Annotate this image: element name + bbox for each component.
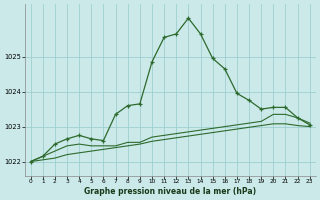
X-axis label: Graphe pression niveau de la mer (hPa): Graphe pression niveau de la mer (hPa)	[84, 187, 256, 196]
